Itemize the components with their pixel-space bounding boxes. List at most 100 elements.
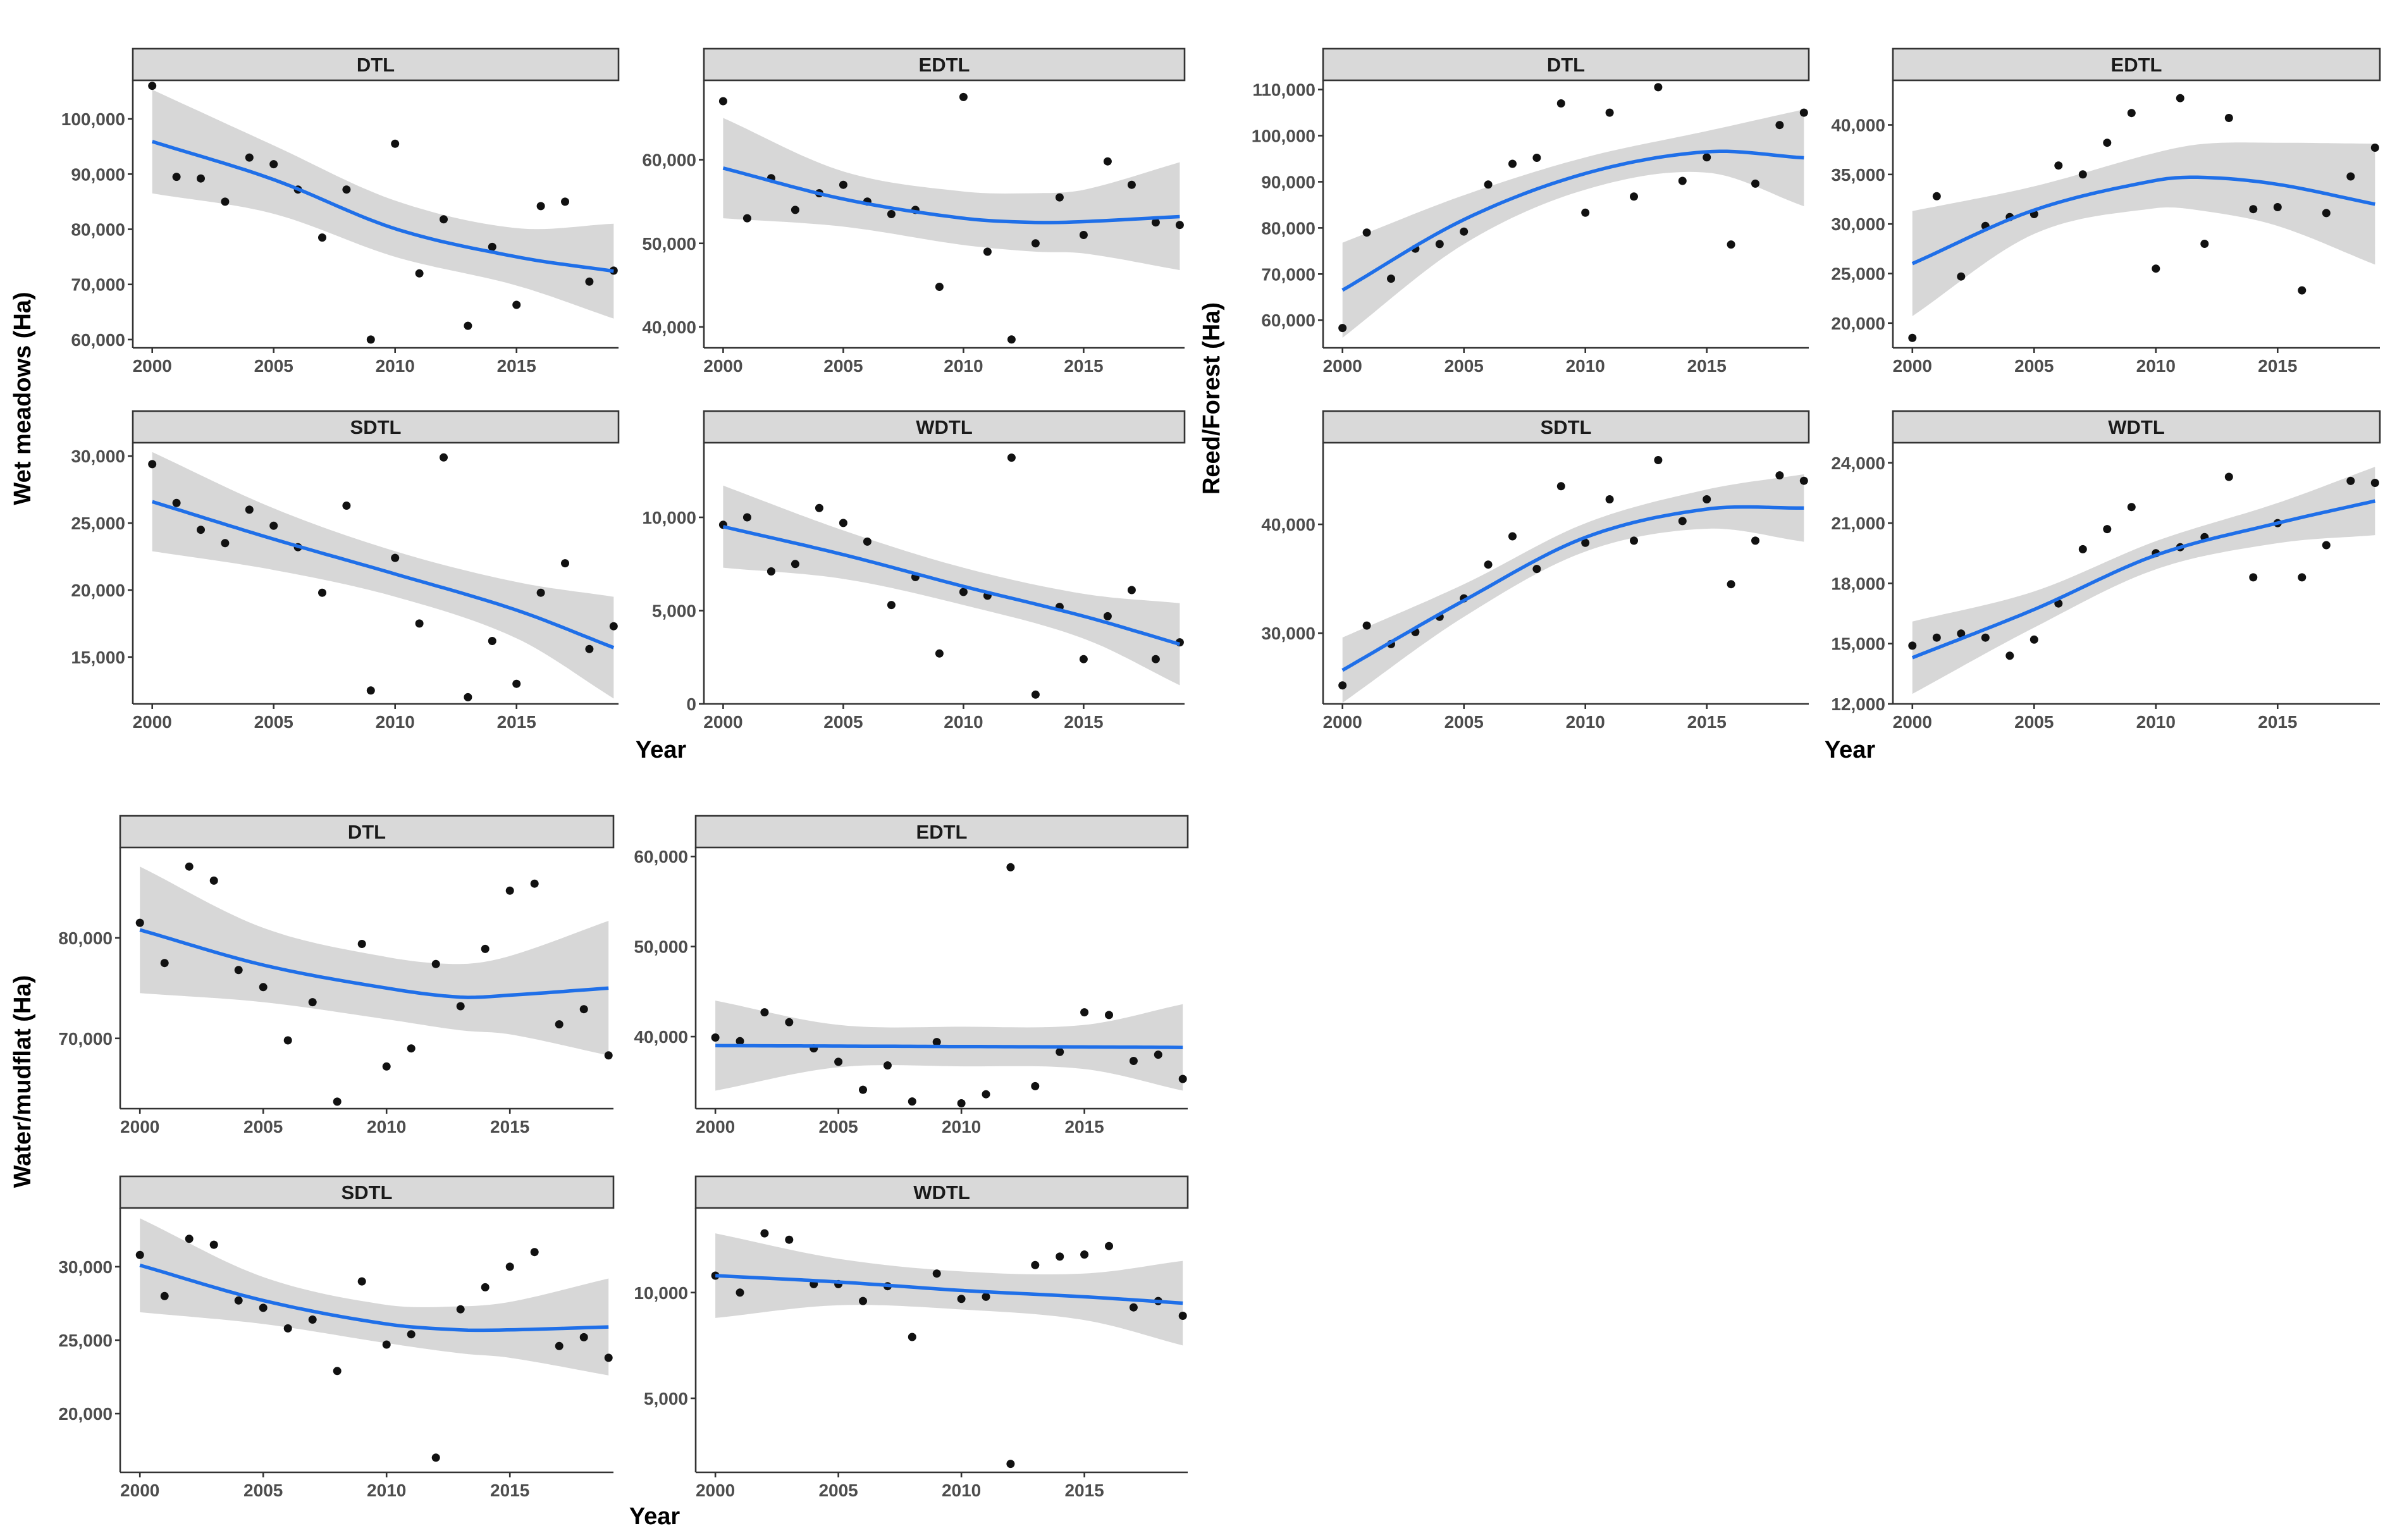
facet-strip <box>1892 47 2381 82</box>
data-point <box>1581 208 1590 217</box>
data-point <box>2127 503 2136 512</box>
facet-strip <box>119 815 615 849</box>
data-point <box>1129 1057 1138 1065</box>
facet-panel: WDTL 0 5,000 10,000 2000 2005 2010 2015 <box>642 410 1186 732</box>
y-tick-label: 35,000 <box>1831 165 1885 185</box>
trend-line <box>715 1044 1183 1049</box>
x-tick-label: 2010 <box>944 356 983 376</box>
trend-line <box>151 500 615 650</box>
data-point <box>148 82 157 90</box>
trend-line <box>139 928 609 999</box>
x-tick-label: 2000 <box>1893 356 1932 376</box>
data-point <box>1630 536 1638 545</box>
data-point <box>908 1097 916 1106</box>
facet-strip <box>1322 410 1810 444</box>
data-point <box>2322 209 2331 218</box>
data-point <box>1031 1260 1040 1269</box>
data-point <box>957 1099 966 1107</box>
data-point <box>1932 633 1941 642</box>
data-point <box>1006 863 1015 872</box>
x-tick-label: 2005 <box>818 1117 858 1137</box>
facet-title: WDTL <box>913 1181 970 1204</box>
x-tick-label: 2005 <box>254 712 293 732</box>
y-tick-label: 60,000 <box>1261 311 1315 330</box>
data-point <box>160 1291 169 1300</box>
y-tick-label: 100,000 <box>61 109 125 129</box>
data-point <box>1151 655 1160 663</box>
data-point <box>221 539 230 548</box>
data-point <box>718 97 727 106</box>
data-point <box>1031 239 1040 248</box>
data-point <box>1127 586 1136 594</box>
y-tick-label: 21,000 <box>1831 514 1885 533</box>
y-tick-label: 20,000 <box>1831 314 1885 333</box>
data-point <box>357 1277 366 1286</box>
data-point <box>561 559 569 568</box>
facet-panel: EDTL 40,000 50,000 60,000 2000 2005 2010 2015 <box>642 47 1186 376</box>
data-point <box>1129 1303 1138 1312</box>
y-tick-label: 90,000 <box>1261 172 1315 192</box>
data-point <box>1508 159 1517 168</box>
data-point <box>221 197 230 206</box>
data-point <box>859 1085 867 1094</box>
x-tick-label: 2000 <box>696 1117 735 1137</box>
confidence-band <box>1342 109 1804 338</box>
data-point <box>1006 1460 1015 1469</box>
data-point <box>185 862 194 871</box>
data-point <box>440 215 448 224</box>
x-tick-label: 2005 <box>1444 356 1484 376</box>
data-point <box>488 242 496 251</box>
data-point <box>579 1333 588 1341</box>
data-point <box>887 210 896 218</box>
y-tick-label: 80,000 <box>1261 218 1315 238</box>
trend-line <box>722 166 1180 225</box>
y-tick-label: 40,000 <box>1261 515 1315 534</box>
data-point <box>1007 335 1016 344</box>
y-tick-label: 0 <box>686 694 696 714</box>
data-point <box>1103 157 1112 166</box>
x-tick-label: 2015 <box>2258 356 2297 376</box>
data-point <box>785 1018 794 1026</box>
data-point <box>464 321 472 330</box>
trend-line <box>1341 505 1804 672</box>
facet-title: DTL <box>348 821 386 843</box>
x-tick-label: 2010 <box>1566 712 1605 732</box>
data-point <box>382 1340 391 1349</box>
y-tick-label: 80,000 <box>71 219 125 239</box>
data-point <box>530 1248 539 1257</box>
data-point <box>1957 272 1966 281</box>
y-tick-label: 25,000 <box>58 1331 113 1350</box>
data-point <box>1103 612 1112 620</box>
facet-panel: DTL 60,000 70,000 80,000 90,000 100,000 110,00… <box>1252 47 1810 376</box>
data-point <box>1055 193 1064 202</box>
data-point <box>197 526 205 534</box>
data-point <box>431 959 440 968</box>
confidence-band <box>140 866 609 1056</box>
data-point <box>318 588 326 597</box>
data-point <box>1362 621 1371 630</box>
data-point <box>982 1292 990 1301</box>
y-tick-label: 70,000 <box>58 1029 113 1049</box>
data-point <box>1981 633 1990 642</box>
data-point <box>1338 681 1347 690</box>
data-point <box>609 622 618 631</box>
data-point <box>1727 580 1735 589</box>
data-point <box>887 601 896 610</box>
y-tick-label: 60,000 <box>642 151 696 170</box>
trend-line <box>151 140 614 273</box>
x-tick-label: 2005 <box>243 1481 283 1500</box>
data-point <box>760 1229 769 1238</box>
confidence-band <box>152 89 614 319</box>
data-point <box>342 185 351 194</box>
facet-strip <box>1322 47 1810 82</box>
data-point <box>1727 240 1735 249</box>
data-point <box>1605 108 1614 117</box>
data-point <box>391 553 400 562</box>
data-point <box>135 1250 144 1259</box>
data-point <box>959 92 968 101</box>
data-point <box>983 247 992 256</box>
data-point <box>308 998 317 1007</box>
data-point <box>2030 635 2038 644</box>
data-point <box>935 649 944 658</box>
